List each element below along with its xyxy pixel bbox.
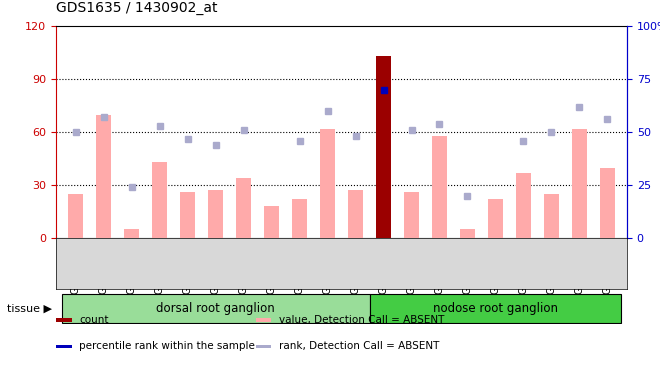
Bar (56, 318, 71, 321)
Bar (348, 190, 363, 238)
Bar (404, 192, 419, 238)
Bar (236, 178, 251, 238)
Text: dorsal root ganglion: dorsal root ganglion (156, 302, 275, 315)
Bar (180, 192, 195, 238)
Text: count: count (79, 315, 108, 325)
Bar (208, 190, 223, 238)
Text: GDS1635 / 1430902_at: GDS1635 / 1430902_at (56, 1, 218, 15)
Bar (432, 136, 447, 238)
Bar (124, 229, 139, 238)
Bar (256, 318, 271, 321)
Bar (572, 129, 587, 238)
Bar (152, 162, 168, 238)
Bar (264, 206, 279, 238)
Bar (460, 229, 475, 238)
Text: rank, Detection Call = ABSENT: rank, Detection Call = ABSENT (279, 341, 439, 351)
Bar (600, 168, 615, 238)
Text: nodose root ganglion: nodose root ganglion (433, 302, 558, 315)
Bar (320, 129, 335, 238)
Bar (292, 199, 308, 238)
Bar (488, 199, 503, 238)
Bar (96, 114, 112, 238)
Text: percentile rank within the sample: percentile rank within the sample (79, 341, 255, 351)
Bar (544, 194, 559, 238)
FancyBboxPatch shape (61, 294, 370, 323)
Bar (68, 194, 83, 238)
Bar (376, 56, 391, 238)
Bar (515, 173, 531, 238)
Bar (56, 345, 71, 348)
FancyBboxPatch shape (370, 294, 622, 323)
Bar (256, 345, 271, 348)
Text: value, Detection Call = ABSENT: value, Detection Call = ABSENT (279, 315, 444, 325)
Text: tissue ▶: tissue ▶ (7, 303, 51, 313)
